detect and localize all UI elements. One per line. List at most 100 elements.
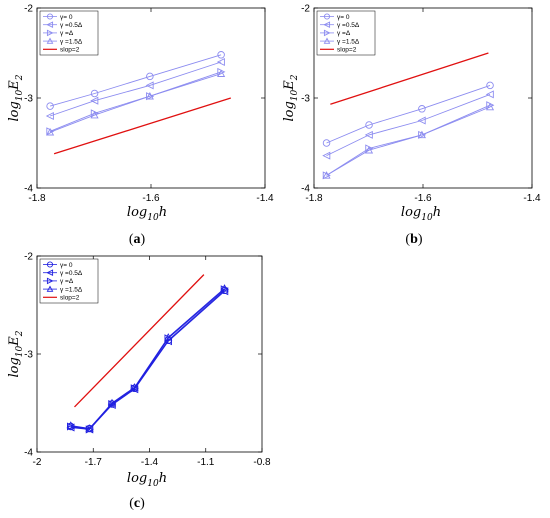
data-point bbox=[365, 121, 373, 129]
y-tick-label: -4 bbox=[24, 184, 33, 195]
data-point bbox=[486, 81, 494, 90]
data-point bbox=[418, 130, 427, 139]
legend-marker bbox=[46, 13, 54, 20]
data-point bbox=[322, 171, 331, 179]
y-tick-label: -3 bbox=[24, 350, 33, 361]
series-line bbox=[326, 93, 491, 157]
x-tick-label: -1.4 bbox=[141, 457, 159, 468]
series-4 bbox=[46, 69, 226, 136]
data-point bbox=[485, 102, 495, 111]
legend-label: slop=2 bbox=[60, 47, 80, 54]
series-4 bbox=[66, 284, 229, 432]
data-point bbox=[322, 171, 331, 180]
legend-label: γ= 0 bbox=[60, 262, 73, 269]
legend-label: γ =1.5Δ bbox=[60, 286, 83, 293]
x-tick-label: -1.1 bbox=[197, 457, 215, 468]
x-axis-label: log10h bbox=[127, 205, 167, 223]
legend-marker bbox=[323, 13, 331, 20]
y-axis-label: log10E2 bbox=[7, 330, 25, 377]
series-line bbox=[49, 54, 222, 107]
chart-panel-1: -1.8 -1.6 -1.4 -4 -3 -2 γ= 0γ =0.5Δγ =Δγ =1.5Δ… bbox=[7, 4, 274, 248]
x-tick-label: -1.8 bbox=[305, 193, 323, 204]
y-axis-label: log10E2 bbox=[7, 74, 25, 121]
x-tick-label: -1.4 bbox=[256, 193, 274, 204]
legend-label: γ =1.5Δ bbox=[60, 38, 83, 45]
data-point bbox=[217, 51, 225, 59]
data-point bbox=[90, 89, 99, 98]
legend-label: slop=2 bbox=[337, 47, 357, 54]
legend-marker bbox=[46, 37, 54, 44]
legend-marker bbox=[323, 37, 331, 44]
series-5 bbox=[74, 274, 205, 408]
data-point bbox=[364, 130, 373, 139]
legend-marker bbox=[46, 269, 54, 277]
x-tick-label: -2 bbox=[33, 457, 42, 468]
data-point bbox=[217, 69, 226, 77]
series-2 bbox=[45, 57, 225, 121]
x-axis-label: log10h bbox=[127, 471, 167, 489]
legend-label: γ =Δ bbox=[60, 278, 74, 285]
series-2 bbox=[322, 90, 494, 160]
data-point bbox=[364, 145, 374, 154]
data-point bbox=[322, 139, 331, 147]
data-point bbox=[130, 383, 139, 391]
legend-label: γ =1.5Δ bbox=[337, 38, 360, 45]
legend-marker bbox=[46, 277, 54, 285]
chart-panel-3: -2 -1.7 -1.4 -1.1 -0.8 -4 -3 -2 γ= 0γ =0.5Δγ =Δγ… bbox=[7, 252, 271, 512]
legend-marker bbox=[46, 29, 54, 37]
data-point bbox=[145, 81, 154, 90]
legend: γ= 0γ =0.5Δγ =Δγ =1.5Δ slop=2 bbox=[316, 10, 376, 56]
series-line bbox=[326, 104, 491, 176]
legend: γ= 0γ =0.5Δγ =Δγ =1.5Δ slop=2 bbox=[39, 10, 99, 56]
legend-label: γ =0.5Δ bbox=[60, 270, 83, 277]
x-tick-label: -1.4 bbox=[523, 193, 541, 204]
data-point bbox=[146, 92, 155, 101]
legend-label: γ= 0 bbox=[337, 14, 350, 21]
data-point bbox=[145, 91, 154, 100]
data-point bbox=[85, 424, 94, 432]
data-point bbox=[417, 130, 426, 139]
data-point bbox=[46, 127, 55, 136]
data-point bbox=[418, 105, 426, 113]
y-tick-label: -2 bbox=[24, 4, 33, 15]
data-point bbox=[220, 284, 229, 292]
x-tick-label: -1.8 bbox=[28, 193, 46, 204]
series-5 bbox=[53, 97, 231, 155]
reference-line bbox=[53, 97, 231, 155]
x-tick-label: -0.8 bbox=[253, 457, 271, 468]
legend-label: slop=2 bbox=[60, 295, 80, 302]
legend-label: γ =Δ bbox=[337, 30, 351, 37]
series-line bbox=[49, 73, 222, 133]
legend-label: γ =0.5Δ bbox=[337, 22, 360, 29]
panel-caption: (c) bbox=[129, 496, 145, 511]
data-point bbox=[146, 72, 154, 81]
data-point bbox=[90, 110, 99, 119]
series-5 bbox=[330, 52, 489, 105]
series-line bbox=[326, 84, 491, 144]
legend-marker bbox=[46, 21, 54, 29]
chart-panel-2: -1.8 -1.6 -1.4 -4 -3 -2 γ= 0γ =0.5Δγ =Δγ =1.5Δ… bbox=[282, 4, 541, 248]
y-tick-label: -4 bbox=[301, 184, 310, 195]
y-tick-label: -3 bbox=[301, 94, 310, 105]
reference-line bbox=[74, 274, 205, 408]
reference-line bbox=[330, 52, 489, 105]
x-tick-label: -1.6 bbox=[414, 193, 432, 204]
series-1 bbox=[322, 81, 494, 147]
data-point bbox=[485, 90, 494, 99]
x-tick-label: -1.6 bbox=[142, 193, 160, 204]
series-1 bbox=[46, 51, 225, 110]
data-point bbox=[164, 333, 173, 341]
series-line bbox=[49, 61, 222, 117]
x-tick-label: -1.7 bbox=[85, 457, 103, 468]
y-tick-label: -3 bbox=[24, 94, 33, 105]
legend: γ= 0γ =0.5Δγ =Δγ =1.5Δ slop=2 bbox=[39, 258, 99, 304]
y-tick-label: -2 bbox=[301, 4, 310, 15]
data-point bbox=[107, 398, 117, 407]
series-line bbox=[326, 106, 491, 176]
legend-marker bbox=[46, 261, 54, 268]
data-point bbox=[90, 96, 99, 105]
x-axis-label: log10h bbox=[401, 205, 441, 223]
panel-caption: (a) bbox=[129, 232, 146, 247]
legend-label: γ =0.5Δ bbox=[60, 22, 83, 29]
